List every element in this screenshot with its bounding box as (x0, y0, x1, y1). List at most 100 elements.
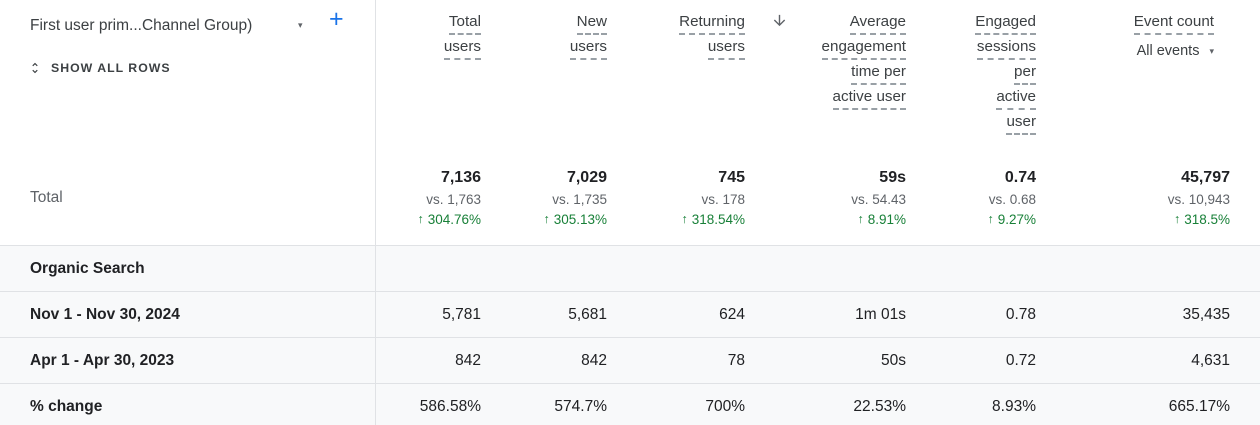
metric-value: 745 (718, 168, 745, 186)
column-header-new-users[interactable]: New users (481, 0, 607, 150)
table-row-organic-search: Organic Search (0, 245, 1260, 291)
cell: 842 (581, 351, 607, 369)
total-cell-new-users: 7,029 vs. 1,735 ↑ 305.13% (481, 150, 607, 245)
column-divider (375, 0, 376, 425)
cell: 22.53% (853, 397, 906, 415)
column-header-label: engagement (821, 38, 906, 60)
cell (607, 246, 745, 291)
cell (375, 246, 481, 291)
cell (906, 246, 1036, 291)
column-header-label: users (443, 38, 481, 60)
column-header-label: users (569, 38, 607, 60)
column-header-label: time per (851, 63, 906, 85)
cell: 842 (455, 351, 481, 369)
percent-change: ↑ 8.91% (857, 211, 906, 227)
comparison-value: vs. 10,943 (1167, 191, 1230, 207)
metric-value: 59s (879, 168, 906, 186)
column-header-label: Total (448, 13, 481, 35)
column-header-label: users (707, 38, 745, 60)
comparison-value: vs. 1,735 (552, 191, 607, 207)
percent-change: ↑ 304.76% (417, 211, 481, 227)
arrow-up-icon: ↑ (681, 211, 688, 226)
total-cell-total-users: 7,136 vs. 1,763 ↑ 304.76% (375, 150, 481, 245)
cell: 5,681 (568, 305, 607, 323)
metric-value: 45,797 (1181, 168, 1230, 186)
comparison-value: vs. 54.43 (851, 191, 906, 207)
arrow-up-icon: ↑ (543, 211, 550, 226)
total-cell-engaged-sessions: 0.74 vs. 0.68 ↑ 9.27% (906, 150, 1036, 245)
cell (1036, 246, 1260, 291)
column-header-label: Engaged (975, 13, 1036, 35)
table-header: First user prim...Channel Group) ▾ + SHO… (0, 0, 1260, 150)
arrow-up-icon: ↑ (1173, 211, 1181, 226)
event-filter-dropdown[interactable]: All events ▾ (1137, 43, 1214, 59)
column-header-label: active (996, 88, 1036, 110)
percent-change: ↑ 318.5% (1173, 211, 1230, 227)
dimension-dropdown[interactable]: First user prim...Channel Group) (30, 14, 252, 38)
column-header-label: Average (849, 13, 906, 35)
dimension-dropdown-label: First user prim...Channel Group) (30, 17, 253, 34)
column-header-label: active user (832, 88, 906, 110)
table-row-date-range-1: Nov 1 - Nov 30, 2024 5,781 5,681 624 1m … (0, 291, 1260, 337)
column-header-returning-users[interactable]: Returning users (607, 0, 745, 150)
column-header-event-count[interactable]: Event count All events ▾ (1036, 0, 1260, 150)
cell (481, 246, 607, 291)
column-header-label: Event count (1133, 13, 1214, 35)
cell: 665.17% (1168, 397, 1230, 415)
comparison-value: vs. 1,763 (426, 191, 481, 207)
sort-descending-icon[interactable] (771, 12, 788, 29)
event-filter-label: All events (1136, 43, 1200, 59)
table-row-percent-change: % change 586.58% 574.7% 700% 22.53% 8.93… (0, 383, 1260, 425)
percent-change: ↑ 9.27% (987, 211, 1036, 227)
column-header-label: user (1006, 113, 1036, 135)
metric-value: 0.74 (1004, 168, 1036, 186)
cell: 700% (705, 397, 745, 415)
total-cell-returning-users: 745 vs. 178 ↑ 318.54% (607, 150, 745, 245)
cell: 574.7% (554, 397, 607, 415)
row-label: % change (30, 397, 103, 415)
cell: 35,435 (1182, 305, 1230, 323)
metric-value: 7,136 (440, 168, 481, 186)
totals-row: Total 7,136 vs. 1,763 ↑ 304.76% 7,029 vs.… (0, 150, 1260, 245)
cell: 1m 01s (855, 305, 906, 323)
cell: 5,781 (442, 305, 481, 323)
total-cell-event-count: 45,797 vs. 10,943 ↑ 318.5% (1036, 150, 1260, 245)
add-dimension-button[interactable]: + (329, 5, 344, 33)
row-label: Organic Search (30, 259, 145, 277)
cell: 586.58% (419, 397, 481, 415)
total-cell-avg-engagement-time: 59s vs. 54.43 ↑ 8.91% (745, 150, 906, 245)
cell: 624 (719, 305, 745, 323)
cell: 0.78 (1005, 305, 1036, 323)
column-header-label: sessions (976, 38, 1036, 60)
table-row-date-range-2: Apr 1 - Apr 30, 2023 842 842 78 50s 0.72… (0, 337, 1260, 383)
show-all-rows-button[interactable]: SHOW ALL ROWS (28, 60, 171, 76)
comparison-value: vs. 178 (701, 191, 745, 207)
column-header-label: Returning (679, 13, 745, 35)
column-header-avg-engagement-time[interactable]: Average engagement time per active user (745, 0, 906, 150)
metric-value: 7,029 (566, 168, 607, 186)
show-all-rows-label: SHOW ALL ROWS (51, 61, 171, 75)
dimension-header-area: First user prim...Channel Group) ▾ + SHO… (0, 0, 375, 150)
column-header-engaged-sessions[interactable]: Engaged sessions per active user (906, 0, 1036, 150)
chevron-down-icon[interactable]: ▾ (298, 20, 303, 30)
column-header-label: per (1014, 63, 1036, 85)
row-label: Apr 1 - Apr 30, 2023 (30, 351, 175, 369)
column-header-label: New (576, 13, 607, 35)
arrow-up-icon: ↑ (987, 211, 994, 226)
unfold-more-icon (28, 60, 42, 76)
percent-change: ↑ 305.13% (543, 211, 607, 227)
row-label: Nov 1 - Nov 30, 2024 (30, 305, 180, 323)
cell: 8.93% (992, 397, 1036, 415)
arrow-up-icon: ↑ (857, 211, 864, 226)
chevron-down-icon: ▾ (1209, 45, 1214, 56)
comparison-value: vs. 0.68 (988, 191, 1036, 207)
totals-row-label: Total (30, 188, 63, 206)
percent-change: ↑ 318.54% (681, 211, 745, 227)
arrow-up-icon: ↑ (417, 211, 424, 226)
cell: 4,631 (1191, 351, 1230, 369)
cell (745, 246, 906, 291)
column-header-total-users[interactable]: Total users (375, 0, 786, 150)
cell: 50s (881, 351, 906, 369)
cell: 0.72 (1005, 351, 1036, 369)
